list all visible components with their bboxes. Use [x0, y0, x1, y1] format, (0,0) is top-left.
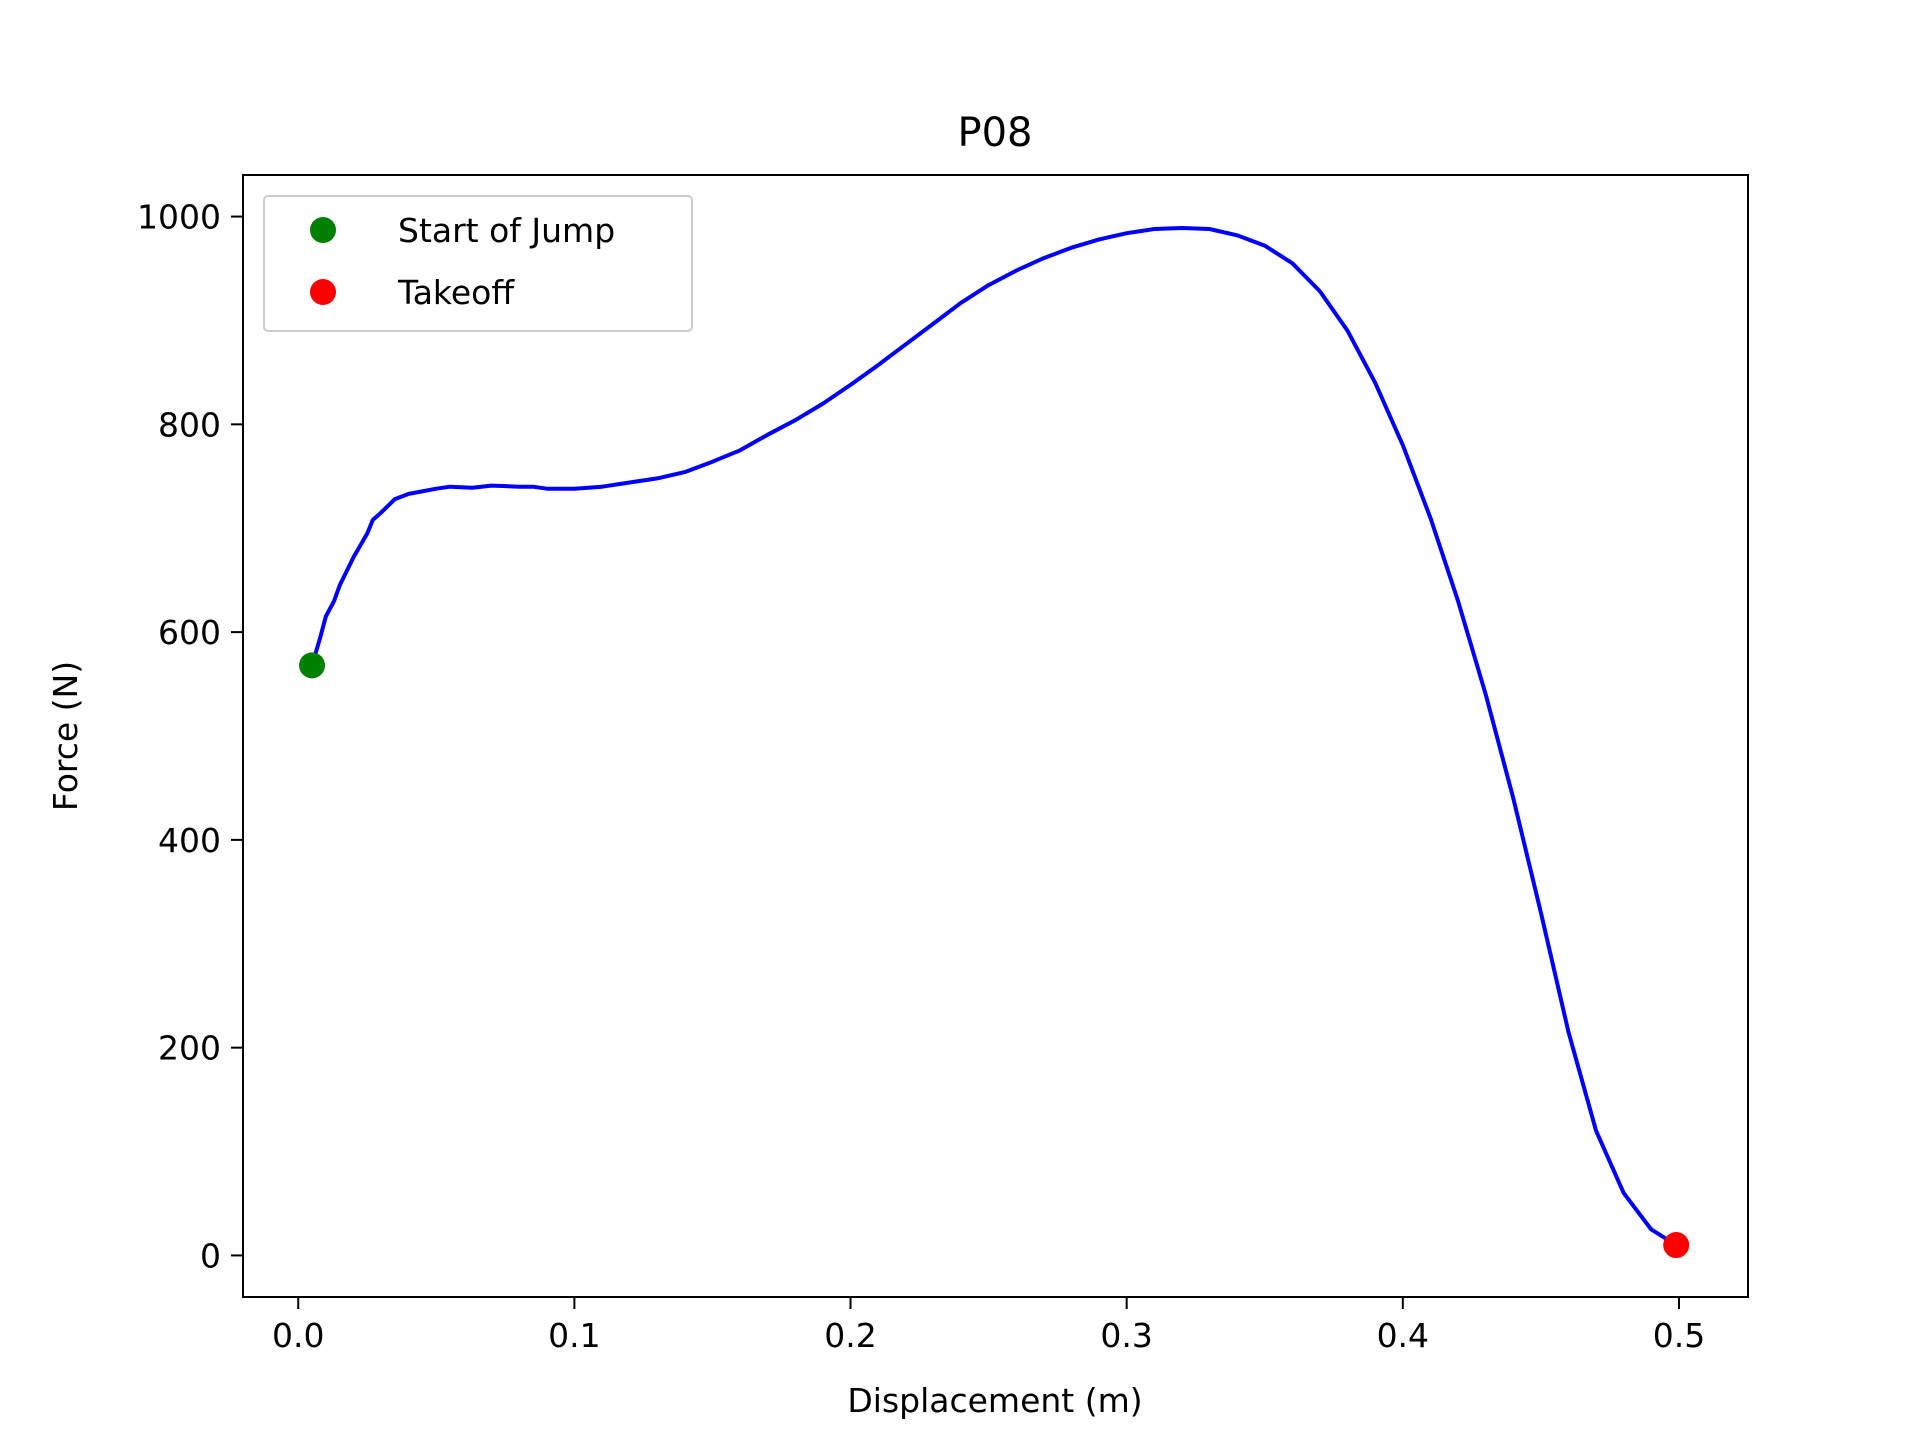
- x-tick-label: 0.3: [1100, 1316, 1152, 1355]
- y-tick-label: 800: [158, 405, 221, 444]
- y-tick-label: 0: [200, 1236, 221, 1275]
- marker-start-of-jump: [299, 652, 326, 679]
- legend: Start of Jump Takeoff: [263, 195, 693, 332]
- y-tick-label: 400: [158, 821, 221, 860]
- x-tick-label: 0.4: [1377, 1316, 1429, 1355]
- force-curve-line: [310, 226, 1679, 1248]
- legend-label-start-of-jump: Start of Jump: [398, 211, 615, 250]
- legend-marker-start-of-jump: [310, 217, 336, 243]
- x-tick-label: 0.2: [824, 1316, 876, 1355]
- marker-takeoff: [1663, 1232, 1690, 1259]
- x-tick-label: 0.1: [548, 1316, 600, 1355]
- y-axis-label: Force (N): [46, 661, 85, 811]
- x-axis-label: Displacement (m): [847, 1381, 1142, 1420]
- x-tick-label: 0.0: [272, 1316, 324, 1355]
- plot-frame: [242, 174, 1749, 1298]
- legend-label-takeoff: Takeoff: [397, 273, 515, 312]
- legend-marker-takeoff: [310, 279, 336, 305]
- x-tick-label: 0.5: [1653, 1316, 1705, 1355]
- y-tick-label: 1000: [137, 198, 221, 237]
- y-tick-label: 200: [158, 1029, 221, 1068]
- y-tick-label: 600: [158, 613, 221, 652]
- chart-title: P08: [957, 110, 1032, 156]
- legend-box: [263, 195, 693, 332]
